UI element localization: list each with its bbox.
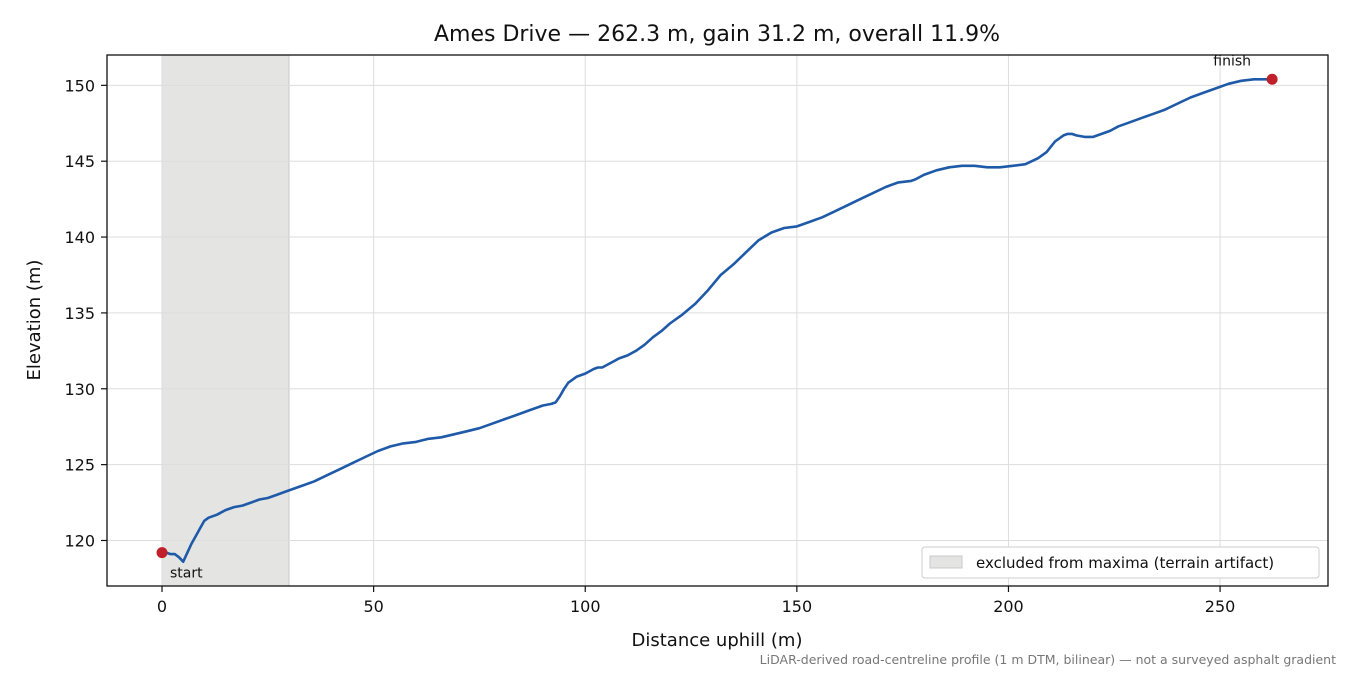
legend-entry-excluded: excluded from maxima (terrain artifact) — [976, 554, 1274, 572]
x-axis-label: Distance uphill (m) — [632, 630, 803, 651]
x-axis-ticks: 0 50 100 150 200 250 — [157, 586, 1235, 616]
grid-lines — [107, 55, 1328, 586]
y-tick-label: 120 — [64, 531, 95, 550]
legend: excluded from maxima (terrain artifact) — [921, 546, 1320, 579]
x-tick-label: 250 — [1205, 597, 1236, 616]
x-tick-label: 100 — [570, 597, 601, 616]
y-tick-label: 145 — [64, 152, 95, 171]
finish-annotation: finish — [1213, 53, 1251, 69]
footnote: LiDAR-derived road-centreline profile (1… — [760, 652, 1336, 667]
finish-marker — [1266, 73, 1278, 85]
y-tick-label: 150 — [64, 76, 95, 95]
start-marker — [156, 547, 168, 559]
x-tick-label: 0 — [157, 597, 167, 616]
legend-box — [921, 546, 1320, 579]
x-tick-label: 50 — [363, 597, 383, 616]
y-axis-label: Elevation (m) — [24, 260, 45, 381]
legend-swatch-excluded — [929, 555, 963, 569]
y-axis-ticks: 120 125 130 135 140 145 150 — [64, 76, 107, 550]
plot-frame — [106, 54, 1329, 587]
start-annotation: start — [170, 566, 203, 582]
y-tick-label: 130 — [64, 380, 95, 399]
chart-title: Ames Drive — 262.3 m, gain 31.2 m, overa… — [434, 22, 1000, 47]
x-tick-label: 150 — [782, 597, 813, 616]
excluded-region-band — [161, 54, 290, 587]
y-tick-label: 135 — [64, 304, 95, 323]
x-tick-label: 200 — [993, 597, 1024, 616]
plot-background — [107, 55, 1328, 586]
y-tick-label: 125 — [64, 456, 95, 475]
y-tick-label: 140 — [64, 228, 95, 247]
elevation-series-line — [160, 78, 1274, 564]
